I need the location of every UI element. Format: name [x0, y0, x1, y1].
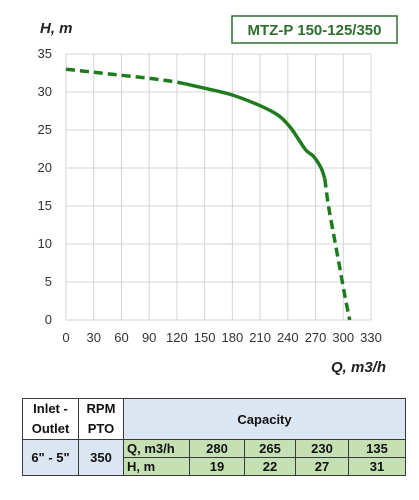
x-tick-label: 330 — [360, 330, 382, 345]
pump-curve — [65, 67, 352, 321]
rpm-header-line2: PTO — [87, 421, 115, 436]
capacity-header: Capacity — [122, 398, 407, 440]
y-tick-label: 35 — [38, 46, 52, 61]
x-tick-label: 90 — [142, 330, 156, 345]
h-label: H, m — [123, 457, 190, 476]
x-tick-label: 120 — [166, 330, 188, 345]
x-tick-label: 270 — [305, 330, 327, 345]
x-tick-label: 180 — [222, 330, 244, 345]
q-value-cell: 280 — [189, 439, 245, 458]
y-tick-label: 15 — [38, 198, 52, 213]
y-tick-label: 5 — [45, 274, 52, 289]
y-tick-label: 0 — [45, 312, 52, 327]
h-value-cell: 22 — [244, 457, 296, 476]
x-tick-label: 30 — [86, 330, 100, 345]
inlet-outlet-value: 6" - 5" — [22, 439, 79, 476]
rpm-header: RPM PTO — [78, 398, 124, 440]
h-value-cell: 19 — [189, 457, 245, 476]
rpm-value: 350 — [78, 439, 124, 476]
specification-table: Inlet - Outlet RPM PTO Capacity 6" - 5" … — [22, 398, 407, 476]
h-value-cell: 27 — [295, 457, 349, 476]
y-tick-label: 25 — [38, 122, 52, 137]
x-axis-label: Q, m3/h — [331, 359, 386, 376]
curve-segment-solid — [183, 81, 327, 180]
x-tick-label: 300 — [332, 330, 354, 345]
rpm-header-line1: RPM — [86, 401, 116, 416]
curve-segment-dashed — [65, 67, 185, 86]
inlet-header-line1: Inlet - — [33, 401, 68, 416]
y-tick-label: 20 — [38, 160, 52, 175]
curve-segment-dashed — [323, 178, 352, 321]
title-box — [231, 15, 398, 44]
y-tick-labels: 0 5 10 15 20 25 30 35 — [38, 46, 52, 327]
inlet-outlet-header: Inlet - Outlet — [22, 398, 79, 440]
q-value-cell: 135 — [347, 439, 407, 458]
x-tick-label: 240 — [277, 330, 299, 345]
h-value-cell: 31 — [347, 457, 407, 476]
x-tick-label: 210 — [249, 330, 271, 345]
y-axis-label: H, m — [40, 20, 73, 37]
chart-title: MTZ-P 150-125/350 — [248, 22, 382, 39]
x-tick-labels: 0 30 60 90 120 150 180 210 240 270 300 330 — [62, 330, 381, 345]
y-tick-label: 10 — [38, 236, 52, 251]
q-value-cell: 265 — [244, 439, 296, 458]
x-tick-label: 150 — [194, 330, 216, 345]
x-tick-label: 0 — [62, 330, 69, 345]
pump-curve-chart: 0 30 60 90 120 150 180 210 240 270 300 330 0 5 10 15 20… — [38, 15, 398, 376]
grid — [65, 53, 372, 321]
q-value-cell: 230 — [295, 439, 349, 458]
inlet-header-line2: Outlet — [31, 421, 70, 436]
x-tick-label: 60 — [114, 330, 128, 345]
y-tick-label: 30 — [38, 84, 52, 99]
q-label: Q, m3/h — [123, 439, 190, 458]
